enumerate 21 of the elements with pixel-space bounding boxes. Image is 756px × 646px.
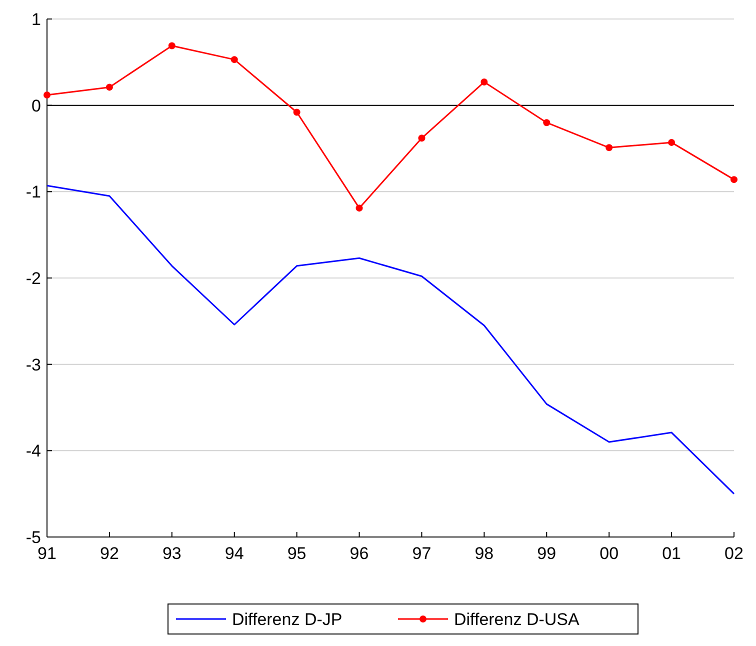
y-tick-label: -1 bbox=[26, 182, 41, 202]
x-tick-label: 96 bbox=[350, 544, 369, 563]
x-tick-label: 99 bbox=[537, 544, 556, 563]
legend-label: Differenz D-JP bbox=[232, 610, 342, 629]
x-tick-label: 94 bbox=[224, 544, 244, 563]
y-tick-label: 1 bbox=[32, 10, 41, 29]
y-tick-label: -5 bbox=[26, 528, 41, 547]
x-tick-label: 01 bbox=[662, 544, 682, 563]
x-tick-label: 95 bbox=[287, 544, 306, 563]
y-tick-label: -4 bbox=[26, 442, 41, 461]
legend-label: Differenz D-USA bbox=[454, 610, 580, 629]
y-tick-label: -2 bbox=[26, 268, 41, 288]
x-tick-label: 97 bbox=[412, 544, 432, 563]
x-tick-label: 98 bbox=[474, 544, 494, 563]
x-tick-label: 00 bbox=[600, 544, 619, 563]
x-tick-label: 92 bbox=[100, 544, 119, 563]
x-tick-label: 91 bbox=[38, 544, 56, 563]
x-tick-label: 02 bbox=[724, 544, 744, 563]
y-tick-label: -3 bbox=[26, 355, 41, 374]
y-tick-label: 0 bbox=[32, 96, 41, 116]
x-tick-label: 93 bbox=[162, 544, 182, 563]
